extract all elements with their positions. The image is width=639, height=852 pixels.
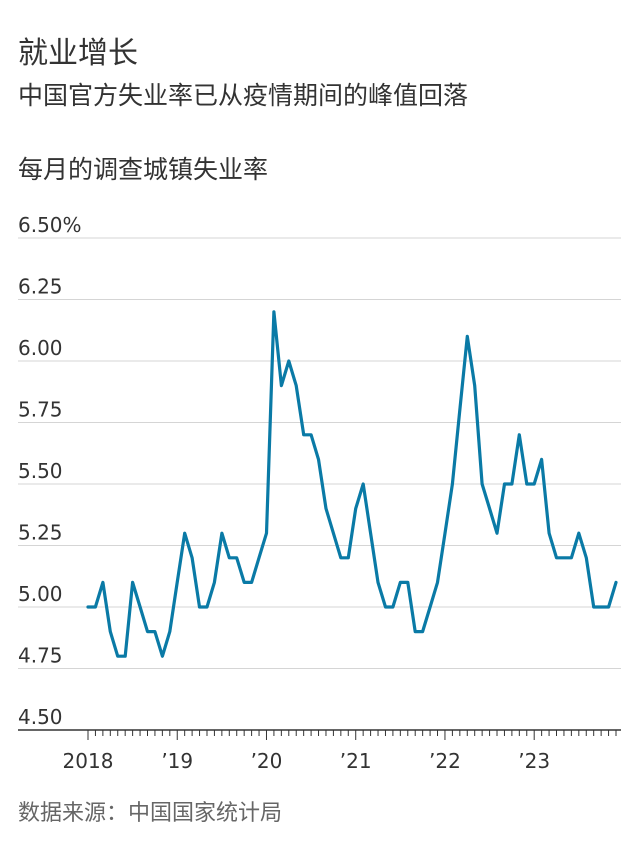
data-point bbox=[473, 384, 476, 387]
data-point bbox=[280, 384, 283, 387]
data-point bbox=[146, 630, 149, 633]
data-point bbox=[488, 507, 491, 510]
data-point bbox=[131, 581, 134, 584]
data-point bbox=[220, 532, 224, 535]
data-point bbox=[324, 507, 328, 510]
data-point bbox=[339, 556, 343, 559]
data-point bbox=[585, 556, 588, 559]
data-point bbox=[532, 482, 536, 486]
data-point bbox=[510, 482, 514, 486]
data-point bbox=[138, 605, 142, 609]
data-point bbox=[458, 409, 462, 412]
data-point bbox=[332, 532, 335, 535]
data-point bbox=[607, 605, 610, 609]
data-point bbox=[257, 556, 261, 559]
x-tick-label: ’21 bbox=[340, 749, 372, 773]
x-tick-label: ’20 bbox=[251, 749, 283, 773]
data-point bbox=[272, 310, 276, 313]
data-point bbox=[540, 458, 543, 461]
data-point bbox=[176, 581, 179, 584]
y-tick-label: 5.75 bbox=[18, 398, 63, 422]
chart-title: 就业增长 bbox=[18, 36, 138, 71]
y-tick-label: 6.50% bbox=[18, 213, 82, 237]
data-point bbox=[354, 507, 357, 510]
data-point bbox=[123, 655, 127, 658]
data-point bbox=[295, 384, 298, 387]
data-point bbox=[153, 630, 157, 633]
data-point bbox=[525, 482, 528, 486]
data-point bbox=[480, 482, 484, 486]
data-point bbox=[161, 655, 164, 658]
data-point bbox=[555, 556, 558, 559]
chart-subtitle: 中国官方失业率已从疫情期间的峰值回落 bbox=[18, 81, 469, 110]
source-note: 数据来源：中国国家统计局 bbox=[18, 801, 283, 826]
data-point bbox=[168, 630, 172, 633]
x-tick-label: ’22 bbox=[429, 749, 461, 773]
data-point bbox=[443, 532, 447, 535]
data-point bbox=[213, 581, 216, 584]
data-point bbox=[265, 532, 268, 535]
data-point bbox=[503, 482, 506, 486]
data-point bbox=[198, 605, 201, 609]
data-point bbox=[518, 433, 521, 436]
data-point bbox=[116, 655, 119, 658]
data-point bbox=[399, 581, 402, 584]
data-point bbox=[347, 556, 350, 559]
data-point bbox=[101, 581, 105, 584]
data-point bbox=[361, 482, 365, 486]
data-point bbox=[250, 581, 253, 584]
data-point bbox=[302, 433, 305, 436]
data-point bbox=[205, 605, 209, 609]
x-tick-label: 2018 bbox=[63, 749, 114, 773]
chart-label: 每月的调查城镇失业率 bbox=[18, 155, 269, 184]
data-point bbox=[309, 433, 313, 436]
y-tick-label: 5.50 bbox=[18, 459, 63, 483]
data-point bbox=[570, 556, 573, 559]
data-point bbox=[94, 605, 97, 609]
y-tick-label: 6.00 bbox=[18, 336, 63, 360]
data-point bbox=[369, 532, 372, 535]
data-point bbox=[495, 532, 499, 535]
data-point bbox=[599, 605, 603, 609]
data-point bbox=[376, 581, 380, 584]
data-point bbox=[109, 630, 112, 633]
data-point bbox=[614, 581, 618, 584]
data-point bbox=[436, 581, 439, 584]
y-tick-label: 4.50 bbox=[18, 705, 63, 729]
data-point bbox=[287, 359, 290, 363]
x-tick-label: ’23 bbox=[518, 749, 550, 773]
data-point bbox=[86, 605, 90, 609]
data-point bbox=[384, 605, 387, 609]
y-tick-label: 5.25 bbox=[18, 521, 63, 545]
series-line bbox=[86, 310, 618, 658]
data-point bbox=[421, 630, 424, 633]
data-point bbox=[547, 532, 551, 535]
y-tick-label: 5.00 bbox=[18, 582, 63, 606]
data-point bbox=[577, 532, 581, 535]
data-point bbox=[183, 532, 186, 535]
data-point bbox=[592, 605, 595, 609]
data-point bbox=[228, 556, 231, 559]
data-point bbox=[406, 581, 409, 584]
data-point bbox=[562, 556, 566, 559]
data-point bbox=[414, 630, 417, 633]
data-point bbox=[190, 556, 194, 559]
data-point bbox=[235, 556, 238, 559]
y-tick-label: 6.25 bbox=[18, 275, 63, 299]
data-point bbox=[242, 581, 246, 584]
data-point bbox=[466, 335, 469, 338]
data-point bbox=[451, 482, 454, 486]
y-tick-label: 4.75 bbox=[18, 644, 63, 668]
x-tick-label: ’19 bbox=[161, 749, 193, 773]
data-point bbox=[317, 458, 320, 461]
data-point bbox=[428, 605, 432, 609]
data-point bbox=[391, 605, 395, 609]
